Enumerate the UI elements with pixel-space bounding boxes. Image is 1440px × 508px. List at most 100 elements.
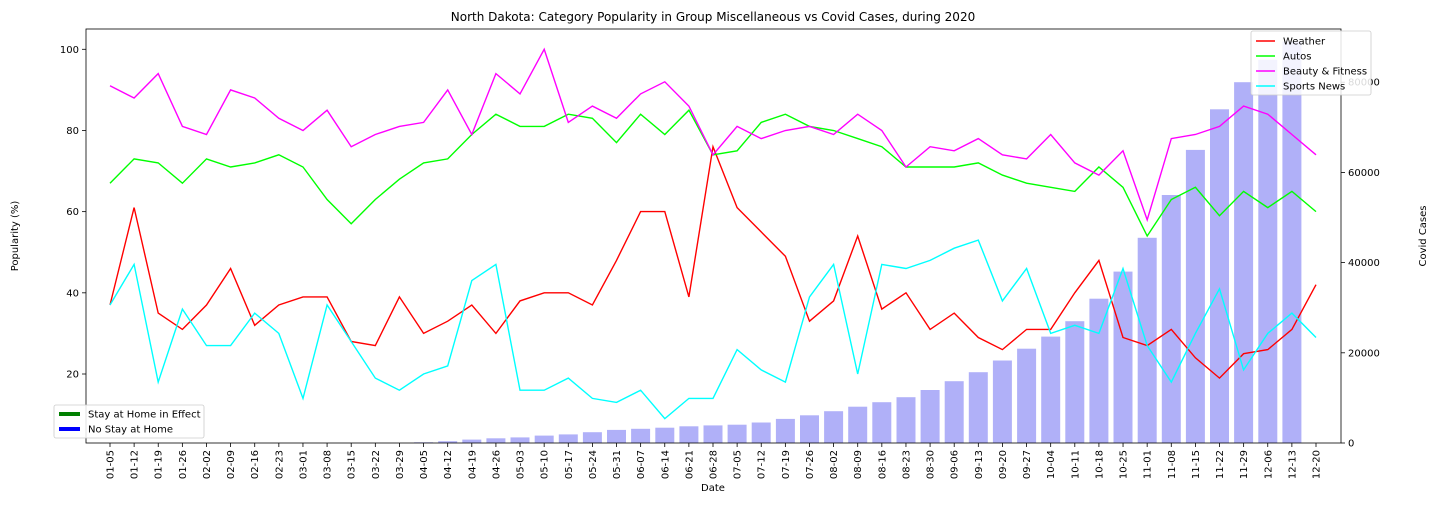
legend: Weather Autos Beauty & Fitness Sports News — [1250, 30, 1372, 96]
chart-title: North Dakota: Category Popularity in Gro… — [451, 10, 975, 24]
x-tick-label: 04-19 — [467, 450, 478, 479]
y2-tick-label: 40000 — [1348, 258, 1380, 269]
x-tick-label: 03-01 — [299, 450, 310, 479]
covid-bar — [631, 428, 651, 443]
covid-bar — [558, 434, 578, 443]
covid-bar — [1137, 237, 1157, 443]
x-tick-label: 03-08 — [323, 450, 334, 479]
x-tick-label: 12-20 — [1312, 450, 1323, 479]
x-tick-label: 05-31 — [612, 450, 623, 479]
x-tick-label: 04-05 — [419, 450, 430, 479]
covid-bar — [1017, 348, 1037, 443]
x-tick-label: 01-12 — [130, 450, 141, 479]
covid-bar — [1210, 109, 1229, 444]
covid-bar — [1282, 41, 1302, 443]
covid-bar — [1234, 82, 1254, 443]
x-tick-label: 11-15 — [1191, 450, 1202, 479]
x-tick-label: 05-10 — [540, 450, 551, 479]
y-tick-label: 80 — [66, 126, 79, 137]
covid-bar — [800, 415, 819, 443]
covid-bar — [1258, 59, 1278, 443]
covid-bar — [1161, 195, 1181, 443]
covid-bar — [775, 418, 795, 443]
covid-bar — [438, 441, 458, 443]
x-tick-label: 01-19 — [154, 450, 165, 479]
x-tick-label: 03-29 — [395, 450, 406, 479]
series-line — [109, 47, 1317, 223]
x-tick-label: 06-07 — [636, 450, 647, 479]
y-axis: 20 40 60 80 100 — [60, 45, 86, 381]
covid-bar — [896, 397, 916, 443]
x-tick-label: 12-13 — [1287, 450, 1298, 479]
x-tick-label: 07-26 — [805, 450, 816, 479]
covid-bar — [872, 402, 892, 443]
x-axis: 01-05 01-12 01-19 01-26 02-02 02-09 02-16 02-23… — [106, 443, 1323, 479]
plot-frame — [85, 28, 1342, 444]
covid-bar — [655, 427, 675, 443]
x-tick-label: 09-27 — [1022, 450, 1033, 479]
x-tick-label: 08-30 — [926, 450, 937, 479]
covid-bar — [944, 381, 964, 443]
x-tick-label: 01-26 — [178, 450, 189, 479]
x-tick-label: 11-08 — [1167, 450, 1178, 479]
y2-tick-label: 0 — [1348, 439, 1354, 450]
x-axis-label: Date — [701, 483, 725, 494]
covid-bar — [824, 411, 844, 443]
y2-tick-label: 20000 — [1348, 348, 1380, 359]
x-tick-label: 05-17 — [564, 450, 575, 479]
series-lines — [109, 47, 1317, 420]
covid-bar — [510, 437, 530, 443]
series-line — [109, 239, 1317, 420]
legend-stay-at-home: Stay at Home in Effect No Stay at Home — [53, 404, 205, 439]
legend-entry: Weather — [1283, 37, 1326, 48]
x-tick-label: 03-15 — [347, 450, 358, 479]
x-tick-label: 10-18 — [1094, 450, 1105, 479]
x-tick-label: 04-12 — [443, 450, 454, 479]
x-tick-label: 03-22 — [371, 450, 382, 479]
legend-entry: Sports News — [1283, 82, 1345, 93]
y-tick-label: 100 — [60, 45, 79, 56]
x-tick-label: 02-23 — [274, 450, 285, 479]
x-tick-label: 06-21 — [684, 450, 695, 479]
x-tick-label: 10-11 — [1070, 450, 1081, 479]
y-tick-label: 40 — [66, 288, 79, 299]
x-tick-label: 07-19 — [781, 450, 792, 479]
covid-bar — [582, 432, 602, 443]
covid-bar — [968, 372, 988, 443]
legend2-entry: No Stay at Home — [88, 425, 173, 436]
y-axis-label: Popularity (%) — [10, 201, 21, 272]
y-tick-label: 20 — [66, 370, 79, 381]
covid-bar — [1113, 271, 1133, 443]
x-tick-label: 11-22 — [1215, 450, 1226, 479]
covid-bar — [1089, 298, 1109, 443]
covid-bar — [1041, 336, 1061, 443]
x-tick-label: 02-09 — [226, 450, 237, 479]
y2-tick-label: 60000 — [1348, 168, 1380, 179]
covid-bar — [703, 425, 723, 443]
legend-entry: Autos — [1283, 52, 1311, 63]
x-tick-label: 06-28 — [709, 450, 720, 479]
x-tick-label: 01-05 — [106, 450, 117, 479]
x-tick-label: 08-23 — [902, 450, 913, 479]
x-tick-label: 07-05 — [733, 450, 744, 479]
covid-bar — [1185, 149, 1205, 443]
covid-bar — [751, 422, 771, 443]
y2-axis-label: Covid Cases — [1418, 205, 1429, 266]
covid-bar — [848, 406, 868, 443]
x-tick-label: 06-14 — [660, 450, 671, 479]
series-line — [109, 109, 1317, 238]
covid-bar — [727, 424, 747, 443]
x-tick-label: 04-26 — [491, 450, 502, 479]
x-tick-label: 10-04 — [1046, 450, 1057, 479]
x-tick-label: 07-12 — [757, 450, 768, 479]
legend-box — [1250, 30, 1372, 96]
series-line — [109, 144, 1317, 380]
x-tick-label: 05-03 — [516, 450, 527, 479]
covid-bar — [679, 426, 699, 443]
legend-entry: Beauty & Fitness — [1283, 67, 1367, 78]
x-tick-label: 11-01 — [1143, 450, 1154, 479]
y-tick-label: 60 — [66, 207, 79, 218]
x-tick-label: 11-29 — [1239, 450, 1250, 479]
covid-bars — [414, 41, 1302, 444]
